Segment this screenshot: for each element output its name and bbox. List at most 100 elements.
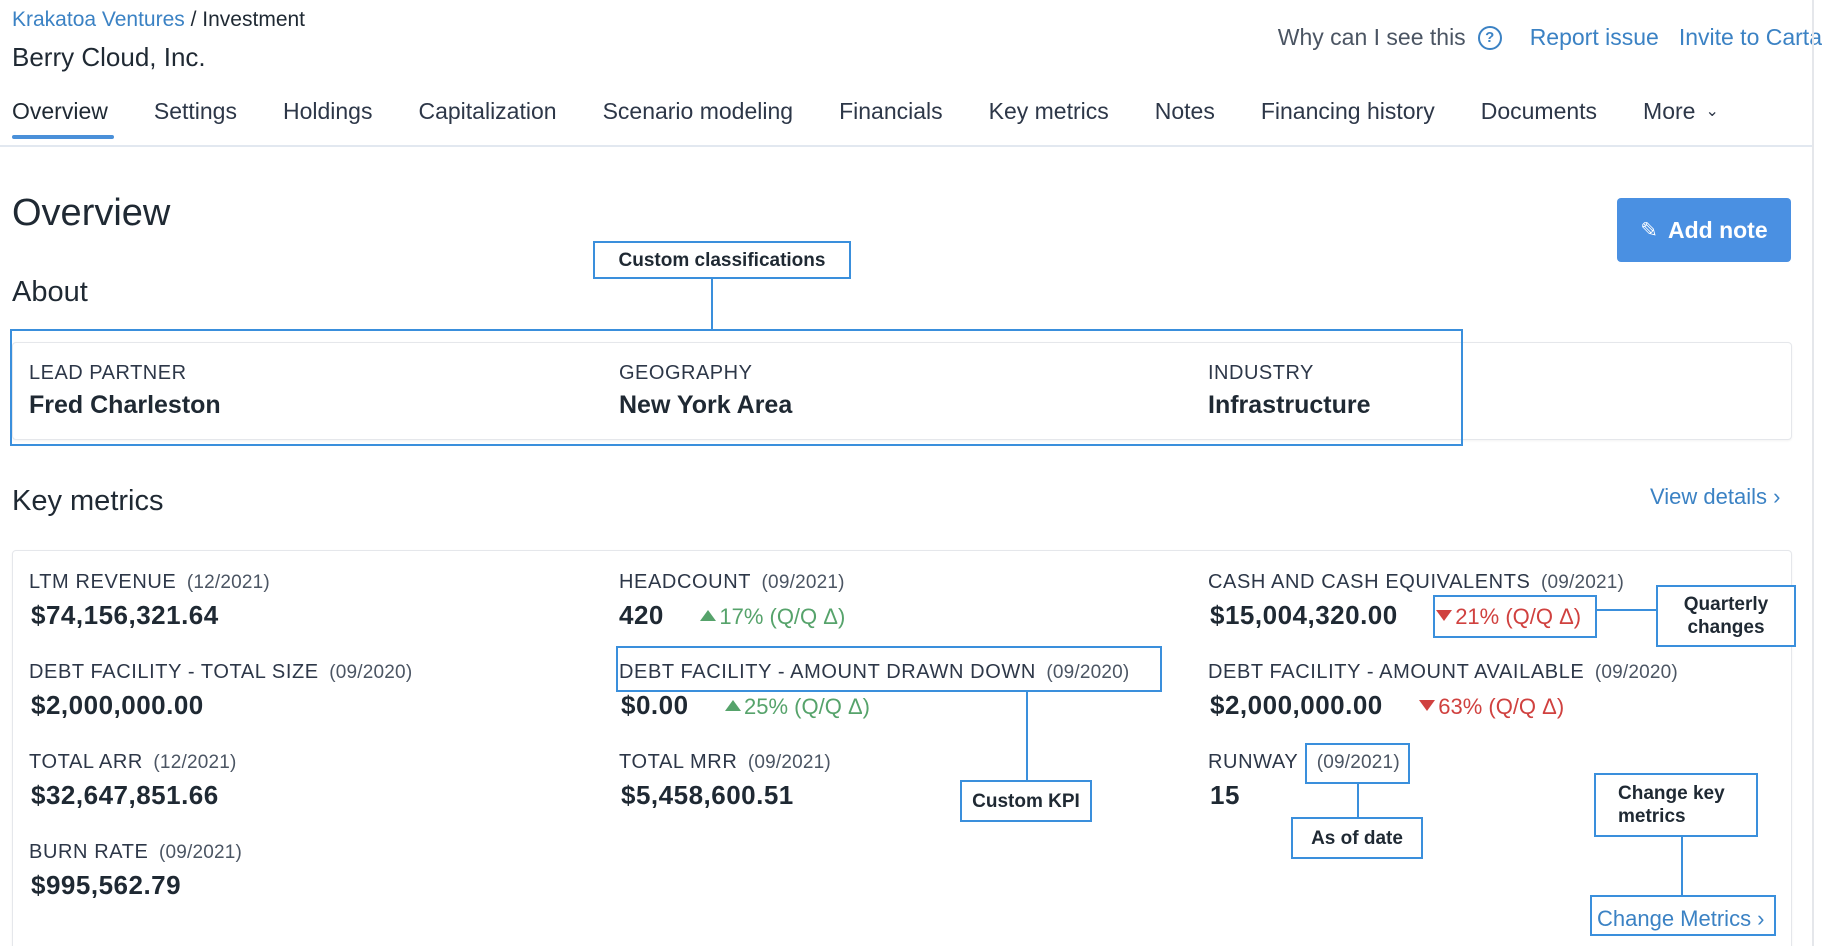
why-can-i-see-this[interactable]: Why can I see this ?	[1278, 24, 1530, 51]
metric-date: (12/2021)	[153, 752, 237, 773]
lead-partner-label: LEAD PARTNER	[29, 362, 187, 384]
triangle-down-icon	[1436, 610, 1453, 621]
tab-notes[interactable]: Notes	[1154, 98, 1215, 124]
metric-available-row: $2,000,000.00 63% (Q/Q Δ)	[1210, 690, 1564, 721]
breadcrumb: Krakatoa Ventures / Investment	[12, 8, 305, 32]
metric-debt-facility-amount-drawn-down: DEBT FACILITY - AMOUNT DRAWN DOWN (09/20…	[619, 661, 1129, 684]
metric-label: LTM REVENUE	[29, 571, 177, 593]
metric-label: TOTAL ARR	[29, 751, 143, 773]
annotation-quarterly-changes: Quarterly changes	[1656, 585, 1796, 647]
triangle-down-icon	[1419, 700, 1436, 711]
pencil-icon: ✎	[1640, 218, 1658, 242]
change-text: 25% (Q/Q Δ)	[744, 694, 870, 719]
metric-debt-facility-total-size: DEBT FACILITY - TOTAL SIZE (09/2020)	[29, 661, 412, 684]
report-issue-link[interactable]: Report issue	[1529, 24, 1659, 50]
industry-value: Infrastructure	[1208, 391, 1371, 419]
metric-value: 15	[1210, 780, 1240, 810]
metric-label: BURN RATE	[29, 841, 149, 863]
quarterly-change: 21% (Q/Q Δ)	[1436, 604, 1581, 629]
quarterly-change: 25% (Q/Q Δ)	[725, 694, 870, 719]
invite-to-carta-link[interactable]: Invite to Carta	[1678, 24, 1822, 50]
change-text: 21% (Q/Q Δ)	[1455, 604, 1582, 629]
change-text: 17% (Q/Q Δ)	[719, 604, 846, 629]
metric-date: (09/2020)	[1594, 662, 1678, 683]
annotation-highlight-custom-kpi	[616, 646, 1162, 692]
tab-overview[interactable]: Overview	[12, 98, 114, 139]
annotation-highlight-quarterly-change	[1433, 595, 1597, 638]
page-edge-divider	[1812, 0, 1814, 946]
metric-value: $2,000,000.00	[1210, 690, 1383, 720]
annotation-connector	[1026, 692, 1028, 780]
geography-label: GEOGRAPHY	[619, 362, 753, 384]
triangle-up-icon	[700, 610, 717, 621]
page-title: Overview	[12, 192, 171, 234]
metric-date: (09/2021)	[747, 752, 831, 773]
annotation-custom-kpi: Custom KPI	[960, 780, 1092, 822]
tab-capitalization[interactable]: Capitalization	[418, 98, 557, 124]
tab-financing-history[interactable]: Financing history	[1260, 98, 1435, 124]
metric-date: (09/2021)	[761, 572, 845, 593]
metric-drawn-down-row: $0.00 25% (Q/Q Δ)	[621, 690, 870, 721]
annotation-highlight-about	[10, 329, 1463, 446]
annotation-as-of-date: As of date	[1291, 817, 1423, 859]
tab-more[interactable]: More ⌄	[1643, 98, 1719, 139]
tab-more-label: More	[1643, 98, 1696, 124]
metric-date: (12/2021)	[186, 572, 270, 593]
metric-value: $0.00	[621, 690, 689, 720]
metric-value: $74,156,321.64	[31, 600, 219, 630]
tab-holdings[interactable]: Holdings	[282, 98, 373, 124]
metric-total-arr: TOTAL ARR (12/2021)	[29, 751, 237, 774]
metric-value: $15,004,320.00	[1210, 600, 1398, 630]
annotation-connector	[1357, 784, 1359, 817]
annotation-connector	[1597, 609, 1656, 611]
metric-runway: RUNWAY (09/2021)	[1208, 751, 1400, 774]
annotation-custom-classifications: Custom classifications	[593, 241, 851, 279]
metric-label: HEADCOUNT	[619, 571, 752, 593]
metric-cash-and-cash-equivalents: CASH AND CASH EQUIVALENTS (09/2021)	[1208, 571, 1624, 594]
change-metrics-link[interactable]: Change Metrics ›	[1597, 906, 1765, 931]
metric-label: TOTAL MRR	[619, 751, 738, 773]
metric-label: RUNWAY	[1208, 751, 1299, 773]
metric-burn-rate: BURN RATE (09/2021)	[29, 841, 242, 864]
tab-financials[interactable]: Financials	[839, 98, 943, 124]
industry-label: INDUSTRY	[1208, 362, 1314, 384]
metric-label: DEBT FACILITY - AMOUNT AVAILABLE	[1208, 661, 1585, 683]
annotation-change-key-metrics: Change key metrics	[1594, 773, 1758, 837]
metric-total-mrr: TOTAL MRR (09/2021)	[619, 751, 831, 774]
triangle-up-icon	[725, 700, 742, 711]
change-text: 63% (Q/Q Δ)	[1438, 694, 1565, 719]
lead-partner-value: Fred Charleston	[29, 391, 221, 419]
tab-documents[interactable]: Documents	[1480, 98, 1598, 124]
help-icon[interactable]: ?	[1477, 25, 1502, 50]
metric-cash-row: $15,004,320.00 21% (Q/Q Δ)	[1210, 600, 1581, 631]
breadcrumb-org-link[interactable]: Krakatoa Ventures	[12, 8, 185, 31]
annotation-connector	[711, 279, 713, 329]
tab-divider	[0, 145, 1812, 147]
metric-value: 420	[619, 600, 664, 630]
breadcrumb-section: Investment	[202, 8, 306, 31]
geography-value: New York Area	[619, 391, 793, 419]
why-label: Why can I see this	[1277, 24, 1466, 50]
tab-scenario-modeling[interactable]: Scenario modeling	[602, 98, 794, 124]
metric-headcount-row: 420 17% (Q/Q Δ)	[619, 600, 845, 631]
metric-ltm-revenue: LTM REVENUE (12/2021)	[29, 571, 270, 594]
header-actions: Why can I see this ? Report issue Invite…	[1278, 24, 1822, 51]
company-name: Berry Cloud, Inc.	[12, 42, 206, 72]
key-metrics-title: Key metrics	[12, 485, 164, 517]
metric-value: $5,458,600.51	[621, 780, 794, 810]
add-note-button[interactable]: ✎ Add note	[1617, 198, 1791, 262]
metric-label: DEBT FACILITY - TOTAL SIZE	[29, 661, 319, 683]
key-metrics-card	[12, 550, 1792, 946]
tab-settings[interactable]: Settings	[153, 98, 237, 124]
metric-debt-facility-amount-available: DEBT FACILITY - AMOUNT AVAILABLE (09/202…	[1208, 661, 1678, 684]
quarterly-change: 17% (Q/Q Δ)	[700, 604, 845, 629]
metric-date: (09/2021)	[158, 842, 243, 863]
metric-value: $32,647,851.66	[31, 780, 219, 810]
breadcrumb-separator: /	[184, 8, 203, 31]
tab-key-metrics[interactable]: Key metrics	[988, 98, 1109, 124]
annotation-connector	[1681, 837, 1683, 895]
metric-headcount: HEADCOUNT (09/2021)	[619, 571, 845, 594]
about-card	[12, 342, 1792, 440]
metric-date: (09/2020)	[329, 662, 413, 683]
view-details-link[interactable]: View details ›	[1650, 484, 1781, 509]
